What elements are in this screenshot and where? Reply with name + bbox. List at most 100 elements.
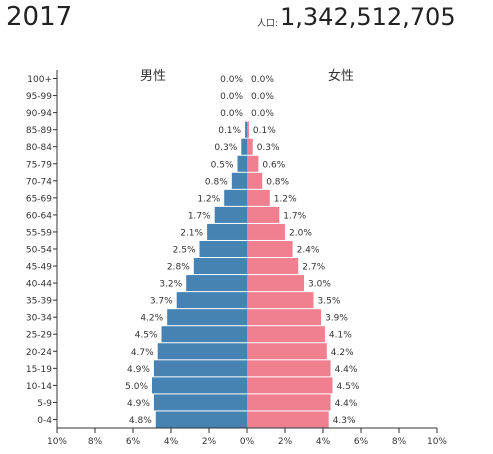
- data-label-male: 5.0%: [125, 382, 148, 392]
- y-tick-label: 45-49: [26, 263, 52, 273]
- y-tick-label: 15-19: [26, 365, 52, 375]
- data-label-female: 3.0%: [308, 280, 331, 290]
- y-tick-label: 80-84: [26, 143, 52, 153]
- x-tick-label: 8%: [88, 437, 103, 447]
- x-tick-label: 6%: [126, 437, 141, 447]
- data-label-male: 4.5%: [135, 331, 158, 341]
- y-tick-label: 60-64: [26, 211, 52, 221]
- bar-female: [247, 155, 259, 172]
- data-label-female: 3.9%: [325, 314, 348, 324]
- data-label-male: 2.5%: [173, 246, 196, 256]
- legend-female: 女性: [328, 68, 354, 84]
- data-label-male: 1.7%: [188, 211, 211, 221]
- bar-female: [247, 292, 314, 309]
- bar-male: [176, 292, 247, 309]
- data-label-female: 1.2%: [274, 194, 297, 204]
- bar-female: [247, 258, 299, 275]
- y-tick-label: 95-99: [26, 92, 52, 102]
- data-label-female: 1.7%: [283, 211, 306, 221]
- data-label-female: 0.6%: [262, 160, 285, 170]
- data-label-male: 3.2%: [159, 280, 182, 290]
- bar-male: [237, 155, 247, 172]
- bar-male: [167, 309, 247, 326]
- bar-male: [193, 258, 247, 275]
- y-tick-label: 75-79: [26, 160, 52, 170]
- data-label-male: 0.0%: [220, 75, 243, 85]
- x-tick-label: 6%: [354, 437, 369, 447]
- data-label-male: 4.8%: [129, 416, 152, 426]
- y-tick-label: 85-89: [26, 126, 52, 136]
- legend-male: 男性: [140, 69, 166, 84]
- bar-female: [247, 309, 322, 326]
- x-tick-label: 0%: [240, 437, 255, 447]
- y-tick-label: 50-54: [26, 246, 52, 256]
- data-label-male: 0.3%: [214, 143, 237, 153]
- bar-female: [247, 121, 249, 138]
- bar-female: [247, 206, 280, 223]
- x-tick-label: 4%: [164, 437, 179, 447]
- bar-female: [247, 394, 331, 411]
- data-label-female: 4.2%: [331, 348, 354, 358]
- y-tick-label: 40-44: [26, 280, 52, 290]
- bar-female: [247, 377, 333, 394]
- data-label-female: 2.0%: [289, 228, 312, 238]
- data-label-female: 0.0%: [251, 109, 274, 119]
- y-tick-label: 55-59: [26, 228, 52, 238]
- data-label-male: 0.5%: [211, 160, 234, 170]
- x-tick-label: 2%: [202, 437, 217, 447]
- y-tick-label: 35-39: [26, 297, 52, 307]
- data-label-male: 4.2%: [140, 314, 163, 324]
- data-label-female: 4.5%: [337, 382, 360, 392]
- bar-male: [245, 121, 247, 138]
- data-label-female: 4.4%: [335, 365, 358, 375]
- data-label-male: 2.8%: [167, 263, 190, 273]
- x-tick-label: 10%: [427, 437, 447, 447]
- x-tick-label: 2%: [278, 437, 293, 447]
- data-label-female: 2.4%: [297, 246, 320, 256]
- bar-male: [157, 343, 247, 360]
- data-label-male: 4.9%: [127, 365, 150, 375]
- bar-male: [186, 275, 247, 292]
- data-label-male: 0.0%: [220, 92, 243, 102]
- data-label-male: 4.7%: [131, 348, 154, 358]
- data-label-male: 4.9%: [127, 399, 150, 409]
- population-value: 1,342,512,705: [280, 3, 456, 31]
- data-label-male: 2.1%: [180, 228, 203, 238]
- y-tick-label: 100+: [27, 75, 52, 85]
- data-label-female: 4.1%: [329, 331, 352, 341]
- y-tick-label: 20-24: [26, 348, 52, 358]
- bar-male: [231, 172, 247, 189]
- bar-female: [247, 138, 253, 155]
- data-label-male: 0.0%: [220, 109, 243, 119]
- y-tick-label: 25-29: [26, 331, 52, 341]
- bar-male: [153, 394, 247, 411]
- data-label-female: 0.1%: [253, 126, 276, 136]
- x-tick-label: 8%: [392, 437, 407, 447]
- data-label-female: 3.5%: [318, 297, 341, 307]
- year-title: 2017: [6, 2, 73, 32]
- bar-female: [247, 172, 263, 189]
- data-label-male: 3.7%: [150, 297, 173, 307]
- y-tick-label: 65-69: [26, 194, 52, 204]
- y-tick-label: 5-9: [37, 399, 52, 409]
- bar-male: [241, 138, 247, 155]
- bar-female: [247, 189, 270, 206]
- data-label-male: 1.2%: [197, 194, 220, 204]
- y-tick-label: 90-94: [26, 109, 52, 119]
- bar-male: [161, 326, 247, 343]
- data-label-female: 0.0%: [251, 92, 274, 102]
- data-label-female: 4.4%: [335, 399, 358, 409]
- bar-male: [199, 240, 247, 258]
- y-tick-label: 70-74: [26, 177, 52, 187]
- bar-female: [247, 326, 325, 343]
- y-tick-label: 0-4: [37, 416, 52, 426]
- y-tick-label: 30-34: [26, 314, 52, 324]
- bar-male: [152, 377, 247, 394]
- bar-male: [207, 223, 247, 240]
- data-label-male: 0.1%: [218, 126, 241, 136]
- population-label: 人口:: [257, 19, 279, 29]
- bar-male: [155, 411, 247, 428]
- bar-male: [153, 360, 247, 377]
- x-tick-label: 10%: [47, 437, 67, 447]
